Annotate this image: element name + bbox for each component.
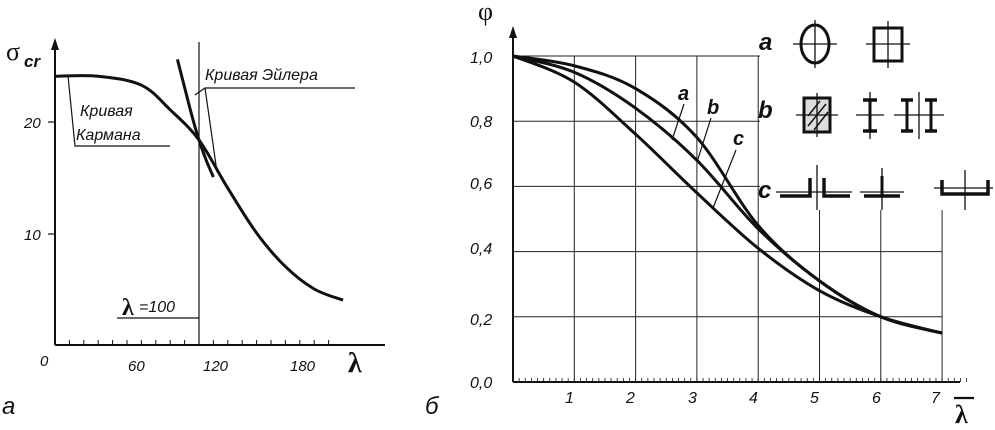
x-tick-label: 3	[688, 390, 697, 407]
y-tick-label: 0,6	[470, 176, 492, 193]
legend-label-b: b	[758, 97, 773, 124]
y-axis-label: σ	[6, 37, 20, 66]
x-tick-label: 60	[128, 358, 145, 375]
lambda-marker-value: =100	[139, 299, 175, 316]
y-tick-label: 0,4	[470, 241, 492, 258]
legend-label-a: a	[759, 29, 772, 56]
karman-curve	[54, 74, 344, 302]
panel-b-label: б	[425, 393, 440, 420]
y-tick-label: 1,0	[470, 50, 492, 67]
channel-section-icon	[934, 170, 993, 210]
double-angle-section-icon	[776, 165, 852, 210]
x-tick-label: 6	[872, 390, 881, 407]
x-axis-minor-ticks	[518, 378, 968, 382]
lambda-marker-symbol: λ	[122, 295, 134, 321]
curve-c-leader	[712, 149, 737, 209]
curve-b-leader	[696, 117, 712, 163]
y-axis-arrow-icon	[51, 38, 59, 50]
euler-curve-label: Кривая Эйлера	[205, 67, 318, 84]
ring-section-icon	[793, 20, 837, 68]
x-tick-label: 7	[931, 390, 941, 407]
x-tick-label: 120	[203, 358, 229, 375]
legend-background	[760, 18, 992, 210]
x-tick-labels: 1 2 3 4 5 6 7	[565, 390, 941, 407]
karman-curve-label-line2: Кармана	[76, 127, 141, 144]
karman-label-leader	[67, 75, 170, 147]
euler-label-leader	[194, 87, 355, 96]
y-tick-label: 20	[23, 115, 41, 132]
box-section-icon	[866, 21, 910, 68]
x-tick-label: 4	[749, 390, 758, 407]
panel-a-label: а	[2, 393, 15, 420]
y-tick-label: 0,0	[470, 375, 492, 392]
euler-curve	[175, 59, 215, 178]
legend-label-c: c	[758, 177, 771, 204]
y-tick-label: 10	[24, 227, 41, 244]
hatched-square-section-icon	[796, 93, 838, 137]
x-axis-label: λ	[348, 348, 362, 379]
curve-label-c: c	[733, 128, 744, 150]
x-tick-label: 5	[810, 390, 819, 407]
origin-label: 0	[40, 353, 49, 370]
curve-label-a: a	[678, 83, 689, 105]
section-legend: a b c	[758, 18, 993, 210]
x-tick-label: 2	[625, 390, 635, 407]
curve-a-leader	[671, 103, 685, 141]
karman-curve-label-line1: Кривая	[80, 103, 133, 120]
panel-a-chart: σ cr λ 0 60 120 180 10 20 λ =100 Кривая …	[2, 37, 385, 420]
double-i-section-icon	[894, 92, 944, 139]
curve-c	[512, 54, 943, 335]
x-tick-label: 180	[290, 358, 316, 375]
curve-label-b: b	[707, 97, 719, 119]
panel-b-chart: φ λ 0,0 0,2 0,4 0,6 0,8 1,0 1 2 3 4 5 6 …	[425, 0, 993, 429]
y-tick-label: 0,8	[470, 114, 492, 131]
y-axis-label: φ	[478, 0, 493, 26]
x-tick-label: 1	[565, 390, 574, 407]
i-beam-section-icon	[856, 92, 884, 139]
y-axis-label-subscript: cr	[24, 52, 41, 71]
x-axis-label: λ	[955, 400, 968, 429]
y-axis-arrow-icon	[509, 26, 517, 38]
y-tick-labels: 0,0 0,2 0,4 0,6 0,8 1,0	[470, 50, 492, 392]
y-tick-label: 0,2	[470, 312, 492, 329]
tee-section-icon	[860, 168, 904, 210]
buckling-curves	[512, 54, 943, 335]
euler-label-leader	[204, 87, 218, 173]
